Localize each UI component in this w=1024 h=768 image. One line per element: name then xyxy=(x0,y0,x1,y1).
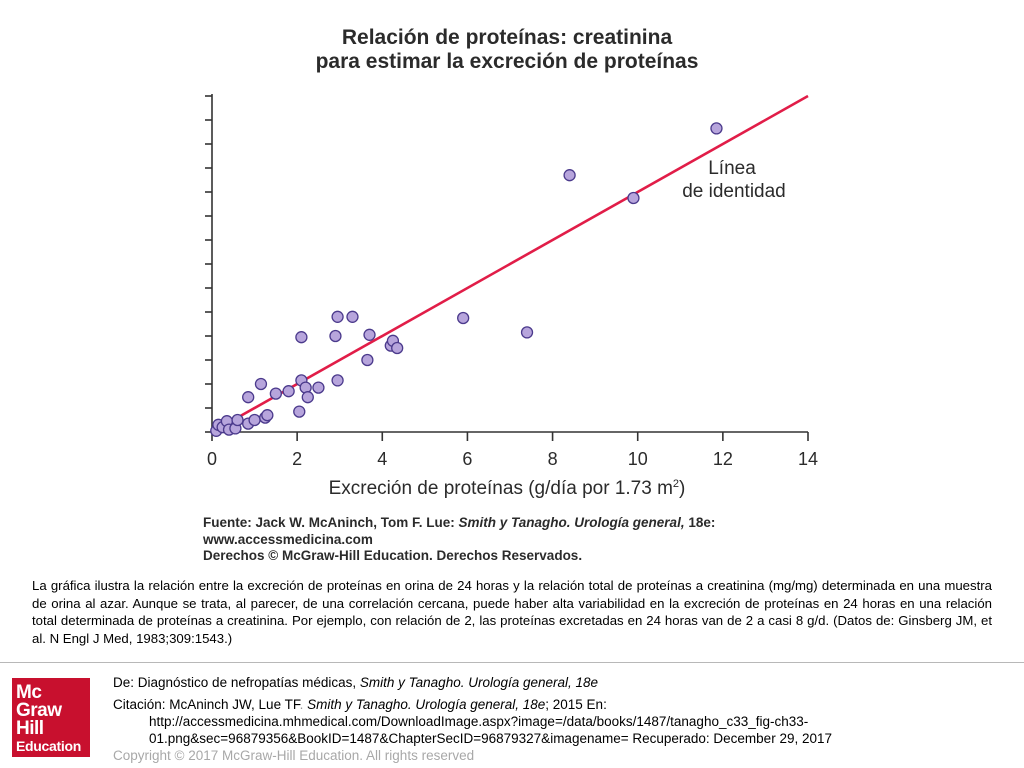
logo-line-graw: Graw xyxy=(16,700,62,721)
data-point xyxy=(242,391,255,404)
logo-line-mc: Mc xyxy=(16,682,42,703)
data-point xyxy=(248,413,261,427)
chart-panel-bg xyxy=(196,20,820,565)
footer-divider xyxy=(0,662,1024,663)
data-point xyxy=(261,409,274,422)
plot-area: 0 2 4 6 8 10 12 14 xyxy=(205,94,818,469)
data-point xyxy=(295,331,308,344)
x-tick-label: 12 xyxy=(713,449,733,469)
data-point xyxy=(363,328,376,341)
identity-line xyxy=(211,94,809,434)
data-point xyxy=(331,310,344,323)
data-point xyxy=(301,391,314,404)
data-point xyxy=(331,374,344,387)
x-axis-label-end: ) xyxy=(679,478,685,499)
footer-citation-dot: . xyxy=(299,697,308,712)
chart-subtitle: para estimar la excreción de proteínas xyxy=(316,50,699,73)
source-suffix: 18e: xyxy=(685,515,716,530)
logo-line-hill: Hill xyxy=(16,718,44,739)
footer-de-label: De: xyxy=(113,675,138,690)
x-axis-label-main: Excreción de proteínas (g/día por 1.73 m xyxy=(329,478,673,499)
citation-footer: De: Diagnóstico de nefropatías médicas, … xyxy=(113,674,1013,764)
x-axis-label: Excreción de proteínas (g/día por 1.73 m… xyxy=(329,478,686,499)
x-tick-label: 10 xyxy=(628,449,648,469)
footer-url-line-1[interactable]: http://accessmedicina.mhmedical.com/Down… xyxy=(149,714,809,729)
source-line-1: Fuente: Jack W. McAninch, Tom F. Lue: Sm… xyxy=(203,515,715,530)
x-tick-label: 8 xyxy=(548,449,558,469)
identity-annotation-line2: de identidad xyxy=(682,181,786,202)
footer-de-book: Smith y Tanagho. Urología general, 18e xyxy=(359,675,599,690)
identity-annotation-line1: Línea xyxy=(708,158,756,179)
footer-url-line-2[interactable]: 01.png&sec=96879356&BookID=1487&ChapterS… xyxy=(149,731,832,746)
data-point xyxy=(627,191,640,205)
footer-copyright: Copyright © 2017 McGraw-Hill Education. … xyxy=(113,748,475,763)
data-point xyxy=(361,353,374,367)
source-line-3: Derechos © McGraw-Hill Education. Derech… xyxy=(203,548,582,563)
data-point xyxy=(329,329,342,343)
source-book-title: Smith y Tanagho. Urología general, xyxy=(459,515,685,530)
logo-line-education: Education xyxy=(16,738,81,754)
x-tick-label: 14 xyxy=(798,449,818,469)
caption-text: La gráfica ilustra la relación entre la … xyxy=(32,578,992,646)
footer-de-chapter: Diagnóstico de nefropatías médicas, xyxy=(137,675,360,690)
data-point xyxy=(710,122,723,135)
footer-citation-book: Smith y Tanagho. Urología general, 18e xyxy=(307,697,546,712)
data-point xyxy=(346,310,359,323)
footer-citation-label: Citación: xyxy=(113,697,170,712)
x-axis-label-sup: 2 xyxy=(673,478,679,490)
footer-citation-authors: McAninch JW, Lue TF xyxy=(169,697,300,712)
x-tick-label: 6 xyxy=(462,449,472,469)
footer-citation-row: Citación: McAninch JW, Lue TF. Smith y T… xyxy=(113,696,1013,713)
data-point xyxy=(254,377,268,391)
data-point xyxy=(563,169,576,182)
footer-citation-rest: ; 2015 En: xyxy=(545,697,607,712)
source-line-2: www.accessmedicina.com xyxy=(202,532,373,547)
data-point xyxy=(457,311,470,325)
x-tick-label: 0 xyxy=(207,449,217,469)
x-tick-label: 4 xyxy=(377,449,387,469)
chart: Relación de proteínas: creatinina para e… xyxy=(196,20,820,565)
data-point xyxy=(293,405,306,418)
chart-title: Relación de proteínas: creatinina xyxy=(342,26,673,49)
data-point xyxy=(312,381,325,394)
data-point xyxy=(269,387,283,400)
data-point xyxy=(520,326,534,339)
data-point xyxy=(282,385,295,398)
source-prefix: Fuente: Jack W. McAninch, Tom F. Lue: xyxy=(203,515,459,530)
mcgraw-hill-logo: Mc Graw Hill Education xyxy=(12,678,90,757)
data-point xyxy=(231,413,244,427)
x-tick-label: 2 xyxy=(292,449,302,469)
footer-de-row: De: Diagnóstico de nefropatías médicas, … xyxy=(113,674,1013,691)
figure-caption: La gráfica ilustra la relación entre la … xyxy=(32,577,992,647)
data-point xyxy=(391,341,404,355)
